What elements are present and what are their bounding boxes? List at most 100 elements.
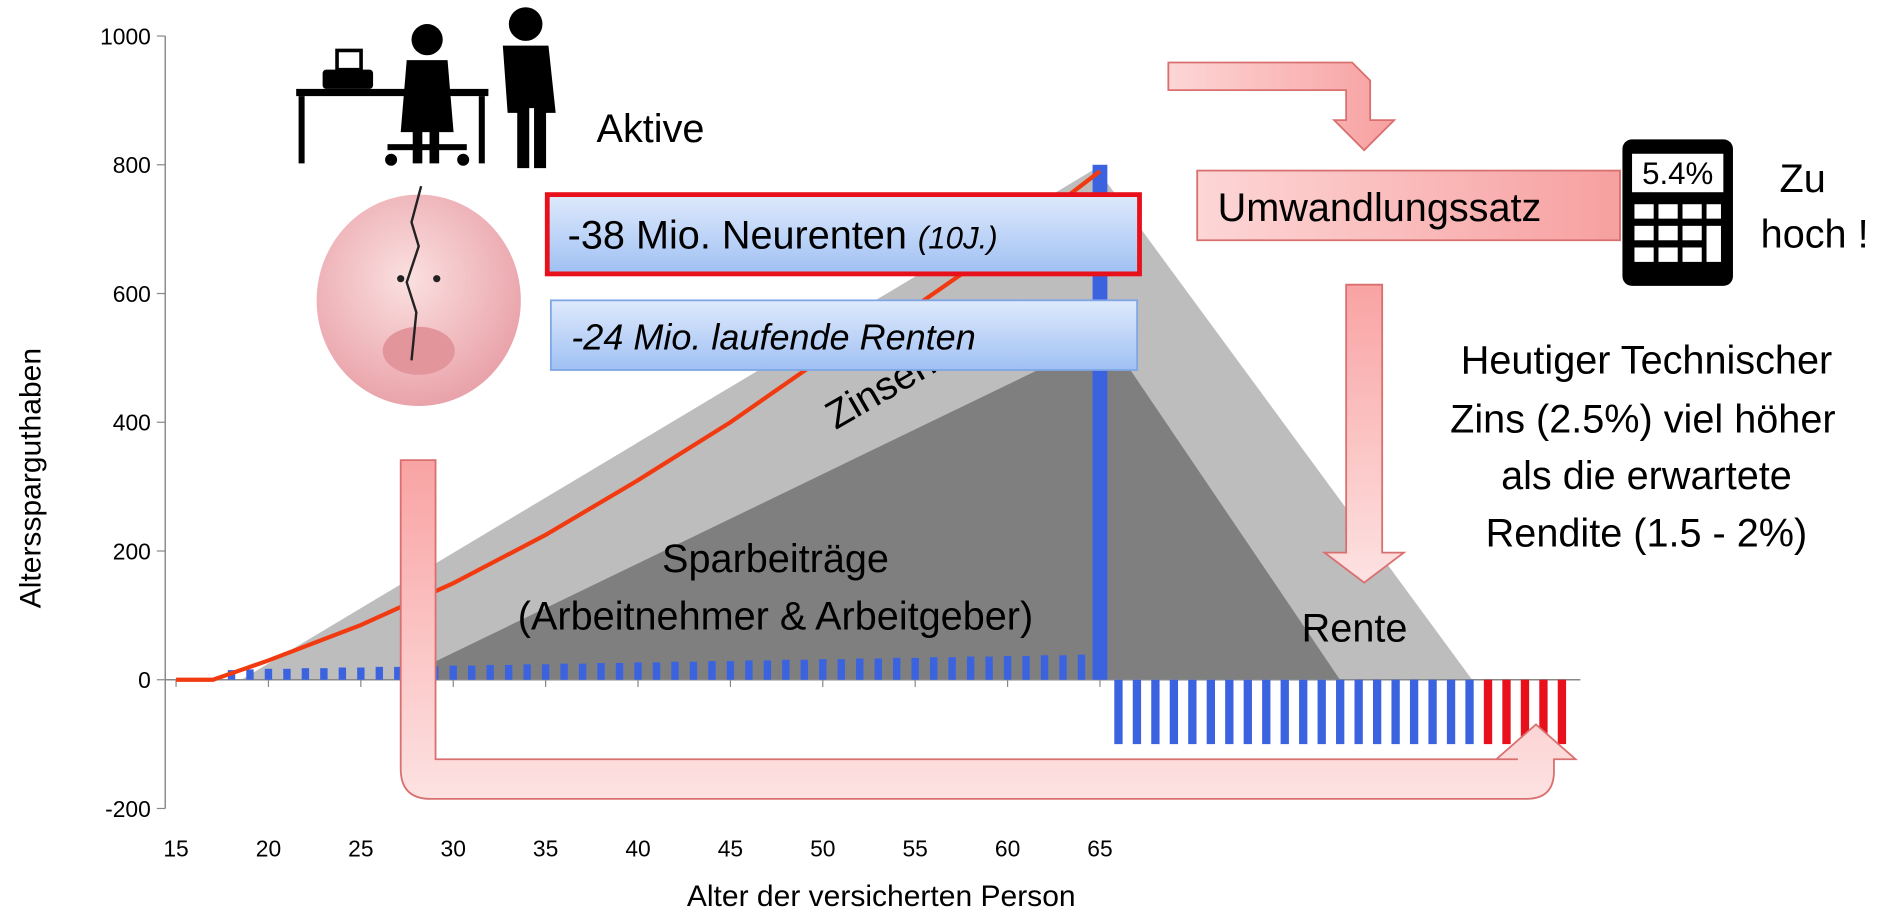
annotation: als die erwartete <box>1501 454 1792 498</box>
x-tick-label: 55 <box>902 836 927 862</box>
bar <box>1372 679 1382 745</box>
callout-box <box>544 192 1142 277</box>
bar <box>745 660 753 680</box>
annotation: 5.4% <box>1642 156 1713 191</box>
bar <box>1336 679 1345 745</box>
bar <box>597 663 605 680</box>
bar <box>1409 679 1419 745</box>
bar <box>1022 655 1030 680</box>
bar <box>652 662 661 680</box>
bar <box>1132 679 1142 745</box>
y-tick-label: 800 <box>113 152 151 178</box>
bar <box>541 664 550 680</box>
bar <box>1206 679 1215 745</box>
bar <box>1169 679 1179 745</box>
bar <box>1483 679 1493 745</box>
annotation: (10J.) <box>918 221 998 256</box>
bar <box>763 660 772 680</box>
bar <box>948 657 956 680</box>
bar <box>1539 679 1548 745</box>
bar <box>1188 679 1197 745</box>
bar <box>486 664 494 680</box>
bar <box>1557 679 1567 745</box>
y-tick-label: -200 <box>105 796 151 822</box>
annotation: Zu <box>1780 157 1826 201</box>
annotation: Zins (2.5%) viel höher <box>1450 397 1835 441</box>
x-tick-label: 35 <box>533 836 558 862</box>
x-tick-label: 50 <box>810 836 835 862</box>
annotation: Heutiger Technischer <box>1461 339 1833 383</box>
bar <box>966 656 975 680</box>
bar <box>504 664 513 680</box>
bar <box>1040 655 1049 680</box>
y-axis-label: Alterssparguthaben <box>14 348 47 608</box>
bar <box>560 663 568 680</box>
x-tick-label: 40 <box>625 836 650 862</box>
callout-box <box>1196 169 1621 242</box>
annotation: Umwandlungssatz <box>1218 186 1542 230</box>
bar <box>726 661 735 680</box>
bar <box>1092 164 1108 680</box>
bar <box>911 657 919 680</box>
annotation: -38 Mio. Neurenten <box>568 214 907 258</box>
bar <box>1059 655 1067 680</box>
bar <box>874 658 882 680</box>
bar <box>634 662 642 680</box>
x-tick-label: 20 <box>256 836 281 862</box>
x-tick-label: 65 <box>1087 836 1112 862</box>
bar <box>1077 654 1086 680</box>
bar <box>708 661 716 680</box>
arrow <box>1167 61 1397 152</box>
bar <box>468 665 476 680</box>
x-tick-label: 60 <box>995 836 1020 862</box>
piggy-bank-icon <box>316 185 521 407</box>
bar <box>320 668 328 680</box>
bar <box>782 659 790 680</box>
bar <box>338 667 347 680</box>
annotation: Aktive <box>597 107 705 151</box>
bar <box>1225 679 1234 745</box>
bar <box>1003 655 1012 680</box>
x-tick-label: 25 <box>348 836 373 862</box>
bar <box>1354 679 1363 745</box>
bar <box>1317 679 1326 745</box>
bar <box>689 661 698 680</box>
bar <box>1446 679 1456 745</box>
bar <box>449 665 457 680</box>
bar <box>1262 679 1271 745</box>
annotation: -24 Mio. laufende Renten <box>571 317 975 358</box>
calculator-icon <box>1622 139 1733 286</box>
bar <box>1520 679 1530 745</box>
bar <box>264 668 273 680</box>
bar <box>578 663 587 680</box>
bar <box>1299 679 1308 745</box>
arrow <box>1321 283 1407 584</box>
bar <box>819 659 827 680</box>
annotation: hoch ! <box>1761 212 1869 256</box>
bar <box>856 658 864 680</box>
bar <box>283 668 291 680</box>
annotation: -38 Mio. Neurenten (10J.) <box>568 214 998 258</box>
bar <box>837 659 845 680</box>
y-tick-label: 400 <box>113 410 151 436</box>
bar <box>394 666 402 680</box>
annotation: (Arbeitnehmer & Arbeitgeber) <box>518 594 1033 638</box>
x-tick-label: 30 <box>441 836 466 862</box>
callout-box <box>549 299 1139 371</box>
bar <box>1465 679 1474 745</box>
bar <box>1428 679 1437 745</box>
bar <box>523 664 531 680</box>
bar <box>1391 679 1400 745</box>
bar <box>246 669 254 680</box>
bar <box>800 659 809 680</box>
bar <box>1151 679 1160 745</box>
y-tick-label: 600 <box>113 281 151 307</box>
x-tick-label: 15 <box>163 836 188 862</box>
annotation: Rente <box>1302 607 1408 651</box>
x-axis-label: Alter der versicherten Person <box>687 880 1076 913</box>
office-icon <box>296 7 556 169</box>
bar <box>1114 679 1123 745</box>
annotation: Sparbeiträge <box>662 537 889 581</box>
bar <box>1243 679 1252 745</box>
